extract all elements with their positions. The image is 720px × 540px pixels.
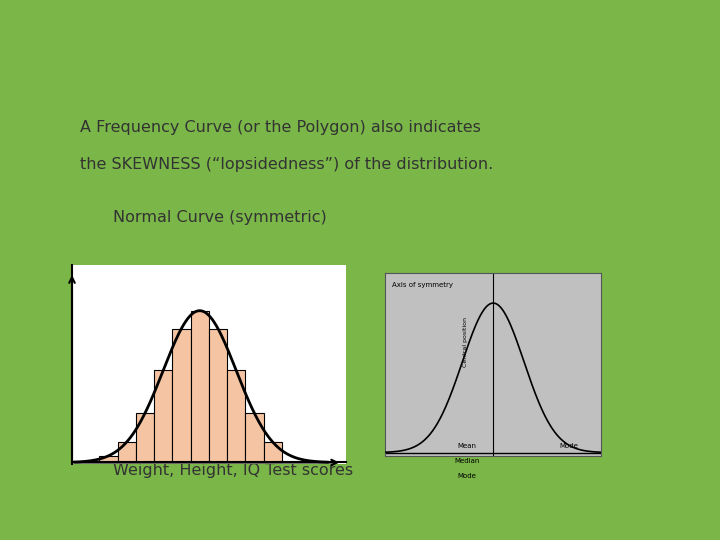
Bar bbox=[227, 370, 246, 462]
Bar bbox=[191, 310, 209, 462]
Text: Mode: Mode bbox=[458, 473, 477, 479]
Bar bbox=[172, 328, 191, 462]
Bar bbox=[117, 442, 136, 462]
Bar bbox=[136, 413, 154, 462]
Text: ❧: ❧ bbox=[86, 428, 98, 442]
Text: Axis of symmetry: Axis of symmetry bbox=[392, 282, 453, 288]
Bar bbox=[264, 442, 282, 462]
Text: Analyzing Frequency Polygon: Analyzing Frequency Polygon bbox=[57, 52, 562, 82]
Bar bbox=[209, 328, 227, 462]
Bar bbox=[246, 413, 264, 462]
Text: Examples: Examples bbox=[113, 425, 191, 440]
Text: Mode: Mode bbox=[559, 443, 578, 449]
Text: ❧: ❧ bbox=[50, 125, 63, 140]
Text: A Frequency Curve (or the Polygon) also indicates: A Frequency Curve (or the Polygon) also … bbox=[80, 120, 480, 135]
Text: the SKEWNESS (“lopsidedness”) of the distribution.: the SKEWNESS (“lopsidedness”) of the dis… bbox=[80, 158, 493, 172]
Text: Central position: Central position bbox=[463, 318, 468, 367]
Text: Median: Median bbox=[454, 458, 480, 464]
Text: ❧: ❧ bbox=[86, 213, 98, 226]
Text: Mean: Mean bbox=[458, 443, 477, 449]
Text: Weight, Height, IQ Test scores: Weight, Height, IQ Test scores bbox=[113, 463, 353, 477]
Bar bbox=[99, 456, 117, 462]
Text: Normal Curve (symmetric): Normal Curve (symmetric) bbox=[113, 210, 326, 225]
Bar bbox=[154, 370, 172, 462]
